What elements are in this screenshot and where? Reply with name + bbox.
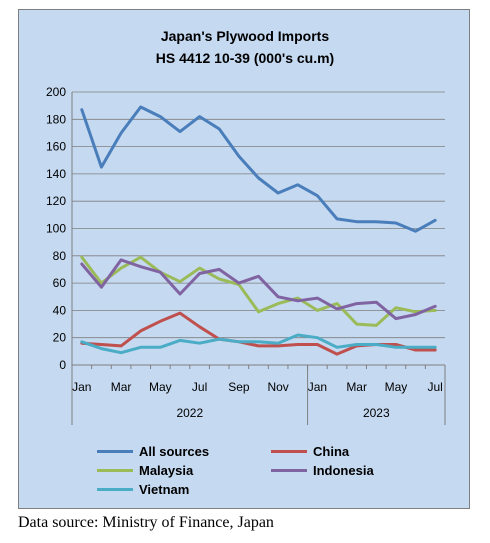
x-tick-label: Sep	[228, 380, 250, 394]
legend-swatch	[271, 469, 307, 472]
legend-item-china: China	[271, 444, 349, 459]
y-tick-label: 180	[46, 112, 66, 126]
data-source-note: Data source: Ministry of Finance, Japan	[18, 514, 274, 531]
y-tick-label: 140	[46, 167, 66, 181]
x-tick-label: Jul	[428, 380, 443, 394]
y-tick-label: 40	[53, 303, 67, 317]
chart-title: Japan's Plywood Imports	[160, 28, 330, 44]
y-tick-label: 100	[46, 222, 66, 236]
y-tick-label: 80	[53, 249, 67, 263]
chart-frame: Japan's Plywood Imports HS 4412 10-39 (0…	[18, 9, 470, 509]
legend-item-all-sources: All sources	[97, 444, 209, 459]
y-tick-label: 0	[59, 358, 66, 372]
x-tick-label: Jul	[192, 380, 207, 394]
y-tick-label: 120	[46, 194, 66, 208]
series-line-indonesia	[80, 258, 437, 321]
series-line-all-sources	[80, 105, 437, 233]
series-line-malaysia	[80, 255, 437, 327]
year-label: 2022	[176, 406, 203, 420]
x-tick-label: May	[149, 380, 172, 394]
y-tick-label: 200	[46, 85, 66, 99]
legend-swatch	[97, 469, 133, 472]
legend-swatch	[271, 450, 307, 453]
x-tick-label: Nov	[267, 380, 288, 394]
legend-label: Malaysia	[139, 463, 194, 478]
year-label: 2023	[363, 406, 390, 420]
legend-item-vietnam: Vietnam	[97, 482, 189, 497]
y-tick-label: 160	[46, 140, 66, 154]
chart-subtitle: HS 4412 10-39 (000's cu.m)	[155, 50, 335, 66]
legend-item-indonesia: Indonesia	[271, 463, 374, 478]
line-chart: 0 20 40 60 80 100 120 140 160 180 200 Jan Mar May Jul S…	[46, 85, 446, 425]
x-tick-label: Jan	[308, 380, 327, 394]
legend-swatch	[97, 488, 133, 491]
y-tick-label: 60	[53, 276, 67, 290]
series-line-vietnam	[80, 333, 437, 355]
x-tick-label: Mar	[111, 380, 132, 394]
x-tick-label: May	[385, 380, 408, 394]
legend-label: Vietnam	[139, 482, 190, 497]
legend-label: Indonesia	[313, 463, 374, 478]
x-tick-label: Mar	[346, 380, 367, 394]
y-tick-label: 20	[53, 331, 67, 345]
legend-item-malaysia: Malaysia	[97, 463, 193, 478]
legend-label: All sources	[139, 444, 210, 459]
x-tick-label: Jan	[72, 380, 91, 394]
legend-swatch	[97, 450, 133, 453]
legend-label: China	[313, 444, 350, 459]
